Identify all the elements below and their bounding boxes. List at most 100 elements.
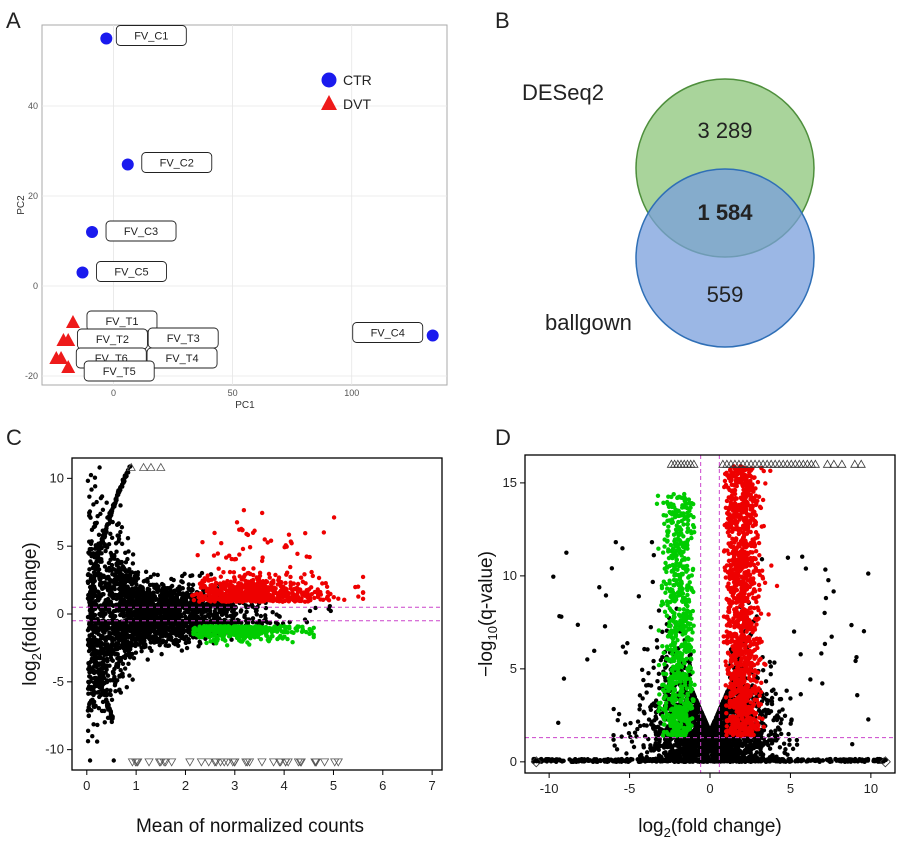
ma-x-tick-label: 4 xyxy=(281,778,288,793)
ma-point xyxy=(257,570,263,576)
ma-point xyxy=(124,578,129,583)
ma-point xyxy=(286,591,291,596)
ma-point xyxy=(207,577,212,583)
ma-point xyxy=(108,579,113,585)
ma-point xyxy=(199,570,205,576)
ma-point xyxy=(308,585,314,590)
pca-sample-label-box xyxy=(352,322,424,343)
ma-point xyxy=(89,638,95,643)
ma-point xyxy=(184,645,190,651)
ma-point xyxy=(244,595,250,600)
ma-point xyxy=(121,614,126,619)
ma-point xyxy=(85,478,91,484)
pca-sample-label-box xyxy=(141,152,213,173)
ma-point xyxy=(114,549,119,554)
ma-point xyxy=(126,652,131,657)
ma-point xyxy=(309,569,314,575)
panel-label-d: D xyxy=(495,425,511,450)
ma-point xyxy=(97,577,102,582)
ma-outlier-marker xyxy=(156,462,166,471)
ma-point xyxy=(192,619,197,624)
ma-point xyxy=(127,673,132,678)
ma-point xyxy=(189,586,195,592)
ma-point xyxy=(162,625,167,631)
ma-point xyxy=(254,624,259,629)
pca-y-tick-label: 40 xyxy=(28,101,38,111)
ma-outlier-marker xyxy=(185,758,195,767)
pca-sample-label: FV_C1 xyxy=(134,31,168,43)
ma-point xyxy=(325,589,330,595)
ma-point xyxy=(180,633,185,638)
volcano-point xyxy=(795,756,800,762)
pca-point-ctr xyxy=(76,266,89,279)
ma-point xyxy=(178,602,184,608)
ma-point xyxy=(248,571,253,577)
ma-point xyxy=(117,674,122,679)
ma-point xyxy=(104,604,109,609)
ma-point xyxy=(132,626,138,631)
ma-point xyxy=(250,530,256,536)
pca-sample-label-box xyxy=(96,261,167,282)
ma-point xyxy=(267,620,273,626)
ma-point xyxy=(130,651,135,657)
ma-point xyxy=(273,597,278,602)
ma-point xyxy=(278,633,283,639)
ma-point xyxy=(127,572,133,578)
ma-point xyxy=(97,672,102,678)
volcano-point xyxy=(572,757,578,762)
ma-x-tick-label: 3 xyxy=(231,778,238,793)
ma-point xyxy=(303,530,308,536)
ma-point xyxy=(336,596,341,601)
ma-point xyxy=(237,634,242,640)
ma-point xyxy=(91,576,97,582)
ma-point xyxy=(235,629,240,634)
ma-point xyxy=(111,758,116,763)
ma-point xyxy=(108,613,113,619)
ma-point xyxy=(282,629,287,634)
ma-point xyxy=(137,588,143,594)
ma-point xyxy=(108,678,113,683)
ma-point xyxy=(101,573,106,578)
ma-point xyxy=(259,630,265,635)
ma-point xyxy=(152,629,158,634)
ma-point xyxy=(120,671,125,676)
ma-point xyxy=(94,739,100,744)
ma-point xyxy=(161,631,166,636)
ma-point xyxy=(89,622,95,628)
ma-point xyxy=(189,573,195,578)
ma-point xyxy=(219,541,224,546)
ma-point xyxy=(130,586,135,591)
ma-point xyxy=(231,593,237,598)
ma-point xyxy=(111,501,117,507)
pca-sample-label: FV_T5 xyxy=(103,366,136,378)
ma-point xyxy=(122,655,128,661)
volcano-point xyxy=(848,759,853,764)
ma-point xyxy=(180,629,186,634)
ma-point xyxy=(231,570,237,575)
ma-point xyxy=(298,598,303,603)
ma-point xyxy=(238,609,243,614)
ma-outlier-marker xyxy=(138,462,149,471)
ma-point xyxy=(224,598,230,604)
pca-sample-label: FV_C2 xyxy=(160,158,194,170)
ma-point xyxy=(221,570,226,575)
ma-point xyxy=(109,510,114,516)
ma-point xyxy=(118,529,123,535)
ma-point xyxy=(176,638,182,644)
volcano-point xyxy=(843,758,848,763)
ma-point xyxy=(97,655,103,661)
ma-point xyxy=(111,623,116,629)
ma-point xyxy=(267,593,273,599)
ma-point xyxy=(114,596,119,602)
ma-point xyxy=(107,633,112,638)
ma-point xyxy=(116,521,121,527)
ma-point xyxy=(93,565,98,570)
volcano-point xyxy=(824,757,830,762)
ma-point xyxy=(115,533,120,538)
ma-point xyxy=(259,558,265,564)
ma-point xyxy=(156,638,162,644)
ma-point xyxy=(165,643,170,648)
ma-point xyxy=(102,708,107,714)
ma-point xyxy=(87,666,93,671)
